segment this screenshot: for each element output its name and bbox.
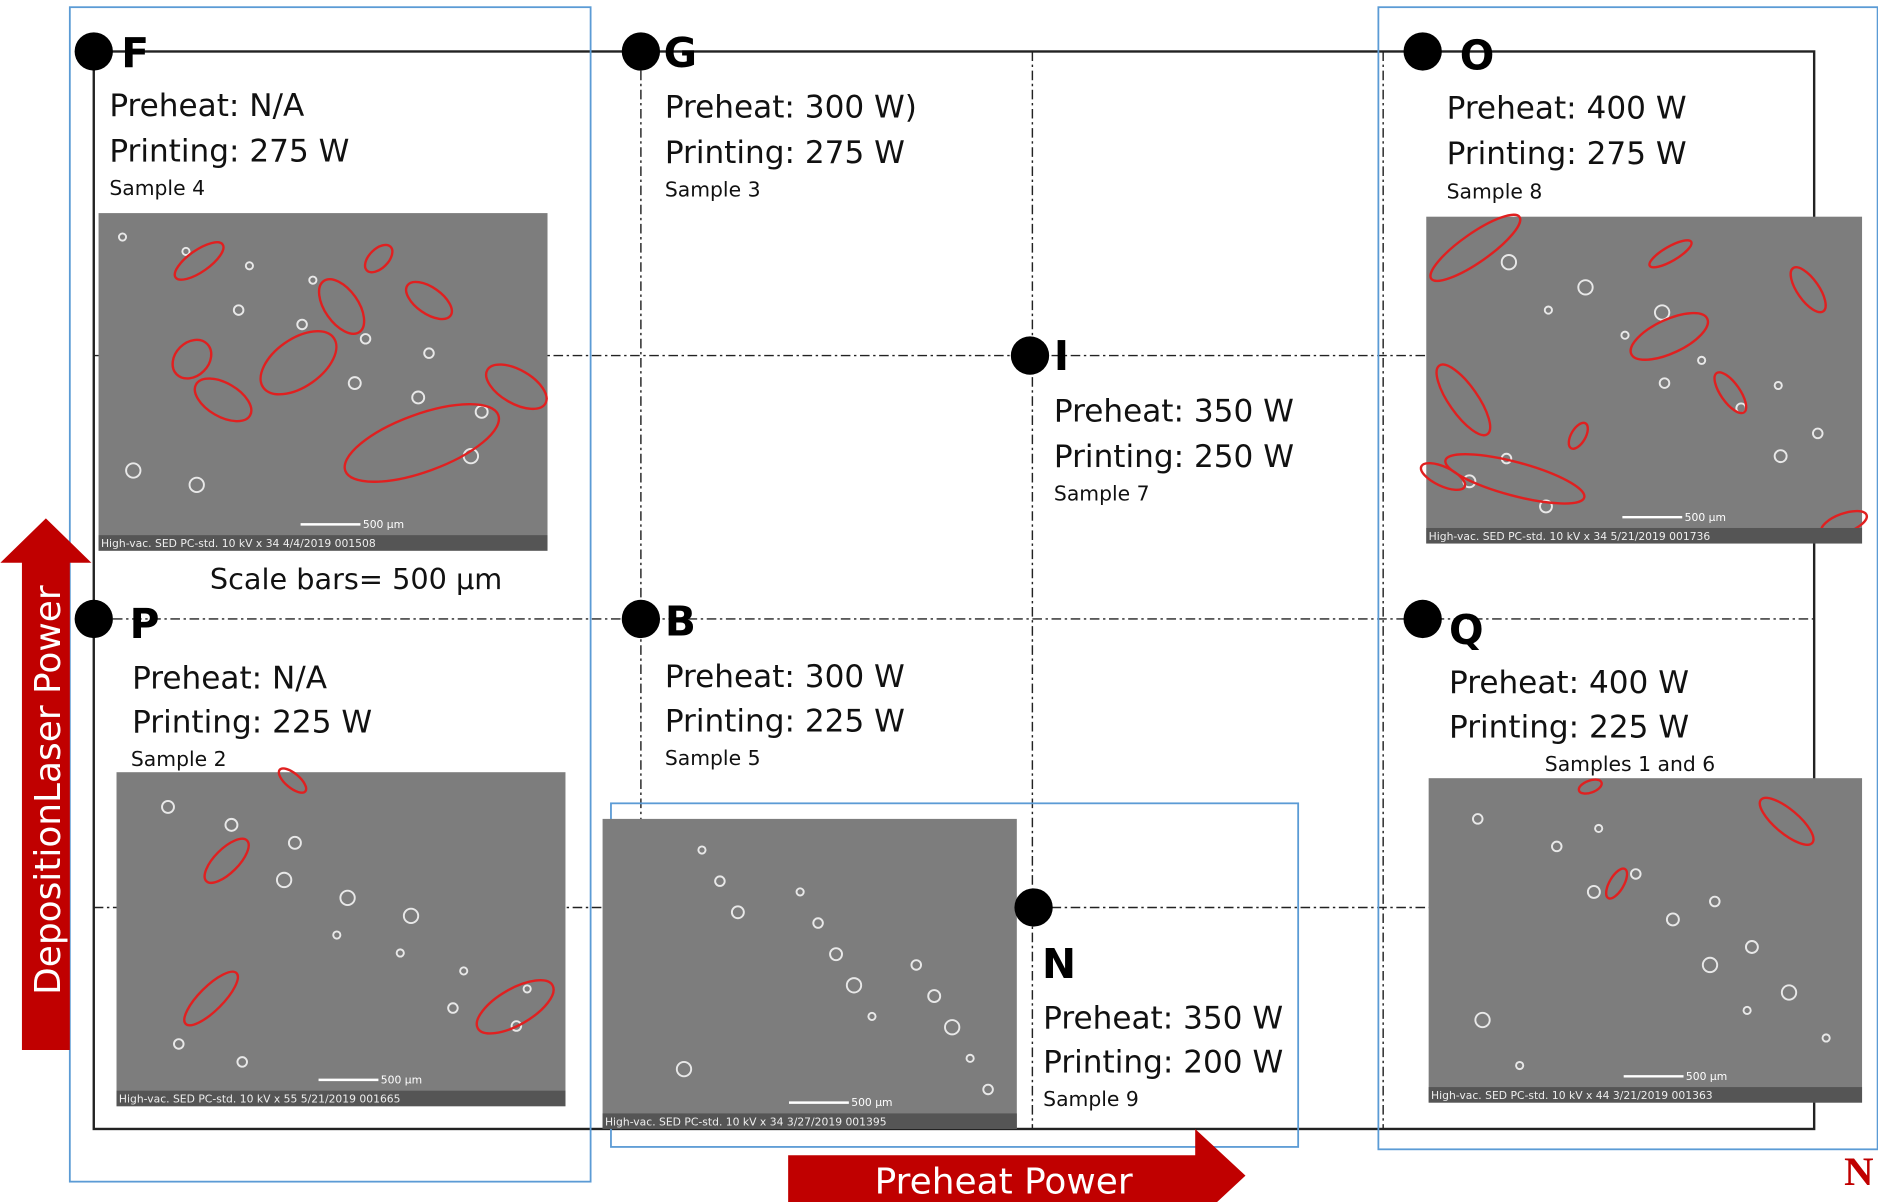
sample: Sample 8 — [1447, 180, 1543, 204]
sample: Sample 3 — [665, 177, 761, 201]
scale-bar-label: 500 µm — [381, 1073, 422, 1086]
sample: Sample 7 — [1054, 481, 1150, 505]
scale-note: Scale bars= 500 µm — [210, 562, 502, 596]
image-caption: High-vac. SED PC-std. 10 kV x 34 5/21/20… — [1429, 530, 1711, 543]
node-dot — [1014, 888, 1052, 926]
horizontal-arrow: Preheat Power — [788, 1129, 1245, 1202]
image-caption: High-vac. SED PC-std. 10 kV x 34 3/27/20… — [605, 1115, 887, 1128]
sample: Sample 2 — [131, 747, 227, 771]
preheat: Preheat: 300 W) — [665, 89, 917, 125]
image-caption: High-vac. SED PC-std. 10 kV x 55 5/21/20… — [119, 1093, 401, 1106]
node-dot — [1011, 336, 1049, 374]
printing: Printing: 250 W — [1054, 439, 1294, 475]
sem-image: High-vac. SED PC-std. 10 kV x 34 4/4/201… — [99, 213, 554, 551]
sem-background — [99, 213, 548, 551]
node: G Preheat: 300 W) Printing: 275 W Sample 3 — [622, 29, 917, 201]
vertical-arrow: DepositionLaser Power — [0, 518, 91, 1050]
preheat: Preheat: 350 W — [1043, 1000, 1283, 1036]
sem-image: High-vac. SED PC-std. 10 kV x 44 3/21/20… — [1429, 777, 1862, 1103]
printing: Printing: 225 W — [132, 705, 372, 741]
image-caption: High-vac. SED PC-std. 10 kV x 34 4/4/201… — [101, 537, 376, 550]
node-dot — [622, 32, 660, 70]
node: High-vac. SED PC-std. 10 kV x 34 3/27/20… — [603, 598, 1017, 1129]
image-caption: High-vac. SED PC-std. 10 kV x 44 3/21/20… — [1431, 1089, 1713, 1102]
node-letter: N — [1042, 940, 1076, 988]
sem-image: High-vac. SED PC-std. 10 kV x 34 3/27/20… — [603, 819, 1017, 1129]
printing: Printing: 275 W — [665, 135, 905, 171]
node: High-vac. SED PC-std. 10 kV x 55 5/21/20… — [75, 600, 566, 1106]
node-letter: F — [121, 29, 149, 77]
sem-background — [1426, 217, 1862, 544]
printing: Printing: 225 W — [1449, 709, 1689, 745]
node-letter: B — [665, 598, 696, 646]
sample: Samples 1 and 6 — [1545, 752, 1715, 776]
node: High-vac. SED PC-std. 10 kV x 34 5/21/20… — [1404, 31, 1870, 543]
sem-image: High-vac. SED PC-std. 10 kV x 34 5/21/20… — [1417, 205, 1870, 543]
axis-label: DepositionLaser Power — [28, 585, 69, 995]
node-letter: Q — [1449, 606, 1484, 654]
node-letter: I — [1054, 332, 1069, 380]
sem-background — [1429, 778, 1862, 1102]
preheat: Preheat: N/A — [132, 660, 328, 696]
sem-background — [603, 819, 1017, 1129]
sample: Sample 9 — [1043, 1087, 1139, 1111]
printing: Printing: 275 W — [109, 134, 349, 170]
node: High-vac. SED PC-std. 10 kV x 34 4/4/201… — [75, 29, 554, 551]
scale-bar-label: 500 µm — [1686, 1070, 1727, 1083]
preheat: Preheat: N/A — [109, 88, 305, 124]
scale-bar-label: 500 µm — [851, 1096, 892, 1109]
node-letter: O — [1460, 31, 1495, 79]
printing: Printing: 200 W — [1043, 1045, 1283, 1081]
axis-label: Preheat Power — [875, 1162, 1133, 1202]
sample: Sample 4 — [109, 176, 205, 200]
node-dot — [75, 600, 113, 638]
preheat: Preheat: 400 W — [1447, 91, 1687, 127]
printing: Printing: 225 W — [665, 703, 905, 739]
diagram: DepositionLaser Power Preheat Power Scal… — [0, 0, 1878, 1202]
printing: Printing: 275 W — [1447, 136, 1687, 172]
node-letter: G — [664, 29, 697, 77]
node-dot — [75, 32, 113, 70]
preheat: Preheat: 300 W — [665, 659, 905, 695]
node: N Preheat: 350 W Printing: 200 W Sample 9 — [1014, 888, 1283, 1111]
preheat: Preheat: 350 W — [1054, 393, 1294, 429]
node-dot — [622, 600, 660, 638]
sem-background — [117, 772, 566, 1106]
preheat: Preheat: 400 W — [1449, 665, 1689, 701]
logo: N — [1844, 1149, 1873, 1194]
scale-bar-label: 500 µm — [363, 518, 404, 531]
sample: Sample 5 — [665, 746, 761, 770]
sem-image: High-vac. SED PC-std. 10 kV x 55 5/21/20… — [117, 764, 566, 1106]
scale-bar-label: 500 µm — [1685, 511, 1726, 524]
node: I Preheat: 350 W Printing: 250 W Sample 7 — [1011, 332, 1294, 505]
node-letter: P — [130, 600, 160, 648]
node-dot — [1404, 600, 1442, 638]
node-dot — [1404, 32, 1442, 70]
node: High-vac. SED PC-std. 10 kV x 44 3/21/20… — [1404, 600, 1863, 1103]
